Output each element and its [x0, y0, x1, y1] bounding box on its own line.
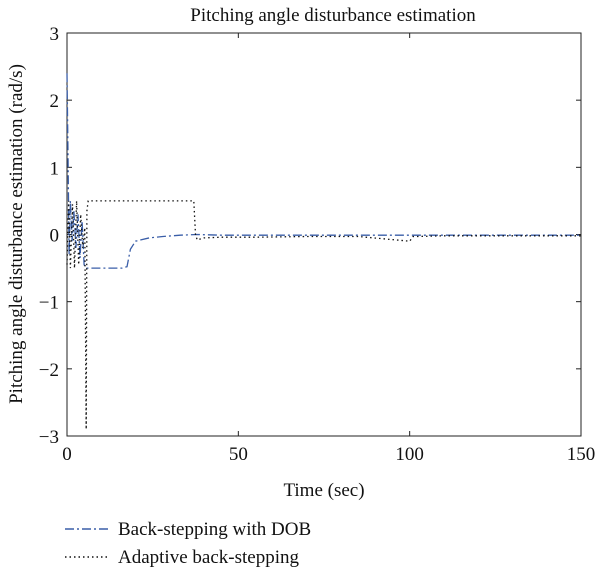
y-tick-label: 0: [50, 226, 60, 247]
y-tick-label: −3: [39, 427, 59, 448]
x-tick-label: 0: [62, 444, 72, 465]
y-tick-label: 3: [50, 24, 60, 45]
x-tick-label: 150: [567, 444, 596, 465]
series-layer: [66, 73, 581, 430]
legend-label-adaptive-back-stepping: Adaptive back-stepping: [118, 547, 299, 568]
chart-title: Pitching angle disturbance estimation: [190, 5, 476, 26]
y-tick-label: 1: [50, 158, 60, 179]
y-axis-label: Pitching angle disturbance estimation (r…: [6, 64, 27, 404]
legend-label-back-stepping-with-dob: Back-stepping with DOB: [118, 519, 311, 540]
y-tick-label: 2: [50, 91, 60, 112]
x-tick-label: 100: [395, 444, 424, 465]
y-tick-label: −1: [39, 293, 59, 314]
plot-frame: [66, 32, 582, 437]
y-tick-label: −2: [39, 360, 59, 381]
x-tick-label: 50: [229, 444, 248, 465]
series-line-back-stepping-with-dob: [66, 73, 581, 269]
legend: Back-stepping with DOB Adaptive back-ste…: [65, 519, 311, 568]
x-axis-label: Time (sec): [283, 480, 364, 501]
series-line-adaptive-back-stepping: [66, 200, 581, 430]
axis-ticks: 0 50 100 150 −3 −2 −1 0 1 2 3: [39, 24, 595, 465]
